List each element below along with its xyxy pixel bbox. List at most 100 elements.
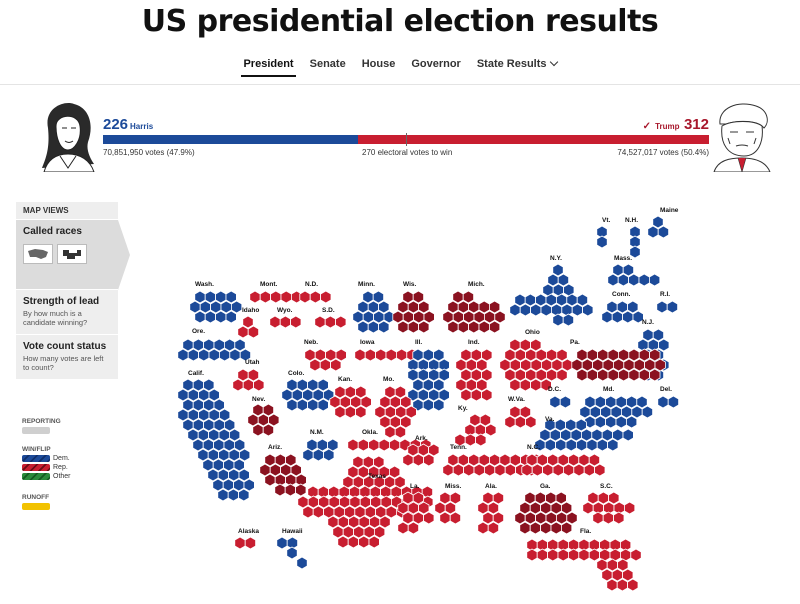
electoral-hex [552, 313, 564, 327]
state-s-d[interactable]: S.D. [314, 307, 347, 329]
electoral-hex [597, 348, 609, 362]
state-ill[interactable]: Ill. [407, 339, 450, 412]
state-nev[interactable]: Nev. [247, 396, 280, 437]
trump-name: Trump [655, 122, 680, 131]
tab-president[interactable]: President [241, 58, 296, 77]
electoral-hex [344, 385, 357, 399]
electoral-hex [199, 300, 211, 314]
state-wash[interactable]: Wash. [189, 281, 243, 324]
state-del[interactable]: Del. [657, 386, 680, 409]
state-calif[interactable]: Calif. [177, 370, 255, 502]
state-r-i[interactable]: R.I. [656, 291, 679, 314]
state-label: Nev. [252, 396, 265, 403]
state-ga[interactable]: Ga. [514, 483, 578, 535]
state-ohio[interactable]: Ohio [499, 329, 574, 392]
state-label: Mont. [260, 281, 278, 288]
state-wis[interactable]: Wis. [392, 281, 435, 334]
electoral-hex [581, 358, 594, 372]
state-ala[interactable]: Ala. [477, 483, 505, 535]
electoral-hex [392, 310, 404, 324]
state-la[interactable]: La. [397, 483, 435, 535]
electoral-hex [582, 501, 594, 515]
state-miss[interactable]: Miss. [434, 483, 462, 525]
electoral-hex [262, 423, 274, 437]
electoral-hex [286, 398, 298, 412]
state-ariz[interactable]: Ariz. [259, 444, 307, 497]
electoral-hex [465, 378, 478, 392]
geographic-map-icon[interactable] [23, 244, 53, 264]
state-hawaii[interactable]: Hawaii [276, 528, 308, 570]
state-texas[interactable]: Texas [297, 455, 434, 549]
state-w-va[interactable]: W.Va. [504, 396, 537, 429]
state-vt[interactable]: Vt. [596, 217, 611, 249]
tab-governor[interactable]: Governor [411, 58, 461, 70]
state-iowa[interactable]: Iowa [354, 339, 418, 362]
electoral-hex [198, 408, 210, 422]
electoral-hex [270, 290, 282, 304]
state-idaho[interactable]: Idaho [237, 307, 260, 339]
state-conn[interactable]: Conn. [601, 291, 644, 324]
state-kan[interactable]: Kan. [329, 376, 372, 419]
state-n-y[interactable]: N.Y. [509, 255, 594, 327]
electoral-hex [338, 495, 351, 509]
state-ky[interactable]: Ky. [454, 405, 497, 447]
state-pa[interactable]: Pa. [570, 339, 666, 382]
electoral-hex [407, 501, 420, 515]
hex-map-icon[interactable] [57, 244, 87, 264]
electoral-hex [638, 348, 651, 362]
electoral-hex [222, 478, 234, 492]
state-neb[interactable]: Neb. [304, 339, 347, 372]
state-md[interactable]: Md. [579, 386, 654, 429]
electoral-hex [378, 438, 390, 452]
state-n-d[interactable]: N.D. [299, 281, 332, 304]
state-alaska[interactable]: Alaska [234, 528, 260, 550]
state-d-c[interactable]: D.C. [548, 386, 572, 409]
tab-senate[interactable]: Senate [309, 58, 346, 70]
state-s-c[interactable]: S.C. [582, 483, 636, 525]
electoral-hex [492, 491, 505, 505]
state-tenn[interactable]: Tenn. [442, 444, 542, 477]
threshold-text: 270 electoral votes to win [362, 148, 453, 157]
state-label: Ala. [485, 483, 497, 490]
electoral-hex [617, 558, 629, 572]
electoral-hex [627, 578, 639, 592]
state-fla[interactable]: Fla. [526, 528, 642, 592]
tab-state-results[interactable]: State Results [475, 57, 559, 77]
electoral-hex [457, 453, 470, 467]
electoral-hex [297, 495, 309, 509]
state-ark[interactable]: Ark. [402, 435, 440, 467]
electoral-hex [208, 408, 220, 422]
state-utah[interactable]: Utah [232, 359, 265, 392]
electoral-hex [545, 511, 557, 525]
called-races-option[interactable]: Called races [16, 220, 130, 290]
state-n-c[interactable]: N.C. [521, 444, 606, 477]
state-mont[interactable]: Mont. [249, 281, 303, 304]
state-n-h[interactable]: N.H. [625, 217, 641, 259]
state-maine[interactable]: Maine [647, 207, 679, 239]
electoral-hex [628, 368, 640, 382]
state-ore[interactable]: Ore. [177, 328, 251, 362]
electoral-hex [439, 491, 451, 505]
state-wyo[interactable]: Wyo. [269, 307, 302, 329]
electoral-hex [307, 495, 320, 509]
state-va[interactable]: Va. [534, 416, 634, 452]
state-mo[interactable]: Mo. [374, 376, 417, 439]
electoral-hex [648, 273, 661, 287]
electoral-hex [526, 453, 538, 467]
state-mich[interactable]: Mich. [442, 281, 506, 334]
electoral-hex [476, 378, 488, 392]
map-views-panel: MAP VIEWS Called races Strength of lead … [16, 202, 130, 380]
electoral-hex [362, 310, 375, 324]
electoral-hex [638, 368, 651, 382]
vote-count-status-option[interactable]: Vote count status How many votes are lef… [16, 335, 118, 380]
electoral-hex [373, 455, 385, 469]
tab-house[interactable]: House [361, 58, 396, 70]
state-ind[interactable]: Ind. [455, 339, 493, 402]
state-n-m[interactable]: N.M. [302, 429, 339, 462]
state-colo[interactable]: Colo. [281, 370, 335, 412]
state-mass[interactable]: Mass. [607, 255, 661, 287]
strength-of-lead-option[interactable]: Strength of lead By how much is a candid… [16, 290, 118, 335]
state-minn[interactable]: Minn. [352, 281, 395, 334]
electoral-hex [545, 368, 558, 382]
electoral-hex [616, 300, 629, 314]
